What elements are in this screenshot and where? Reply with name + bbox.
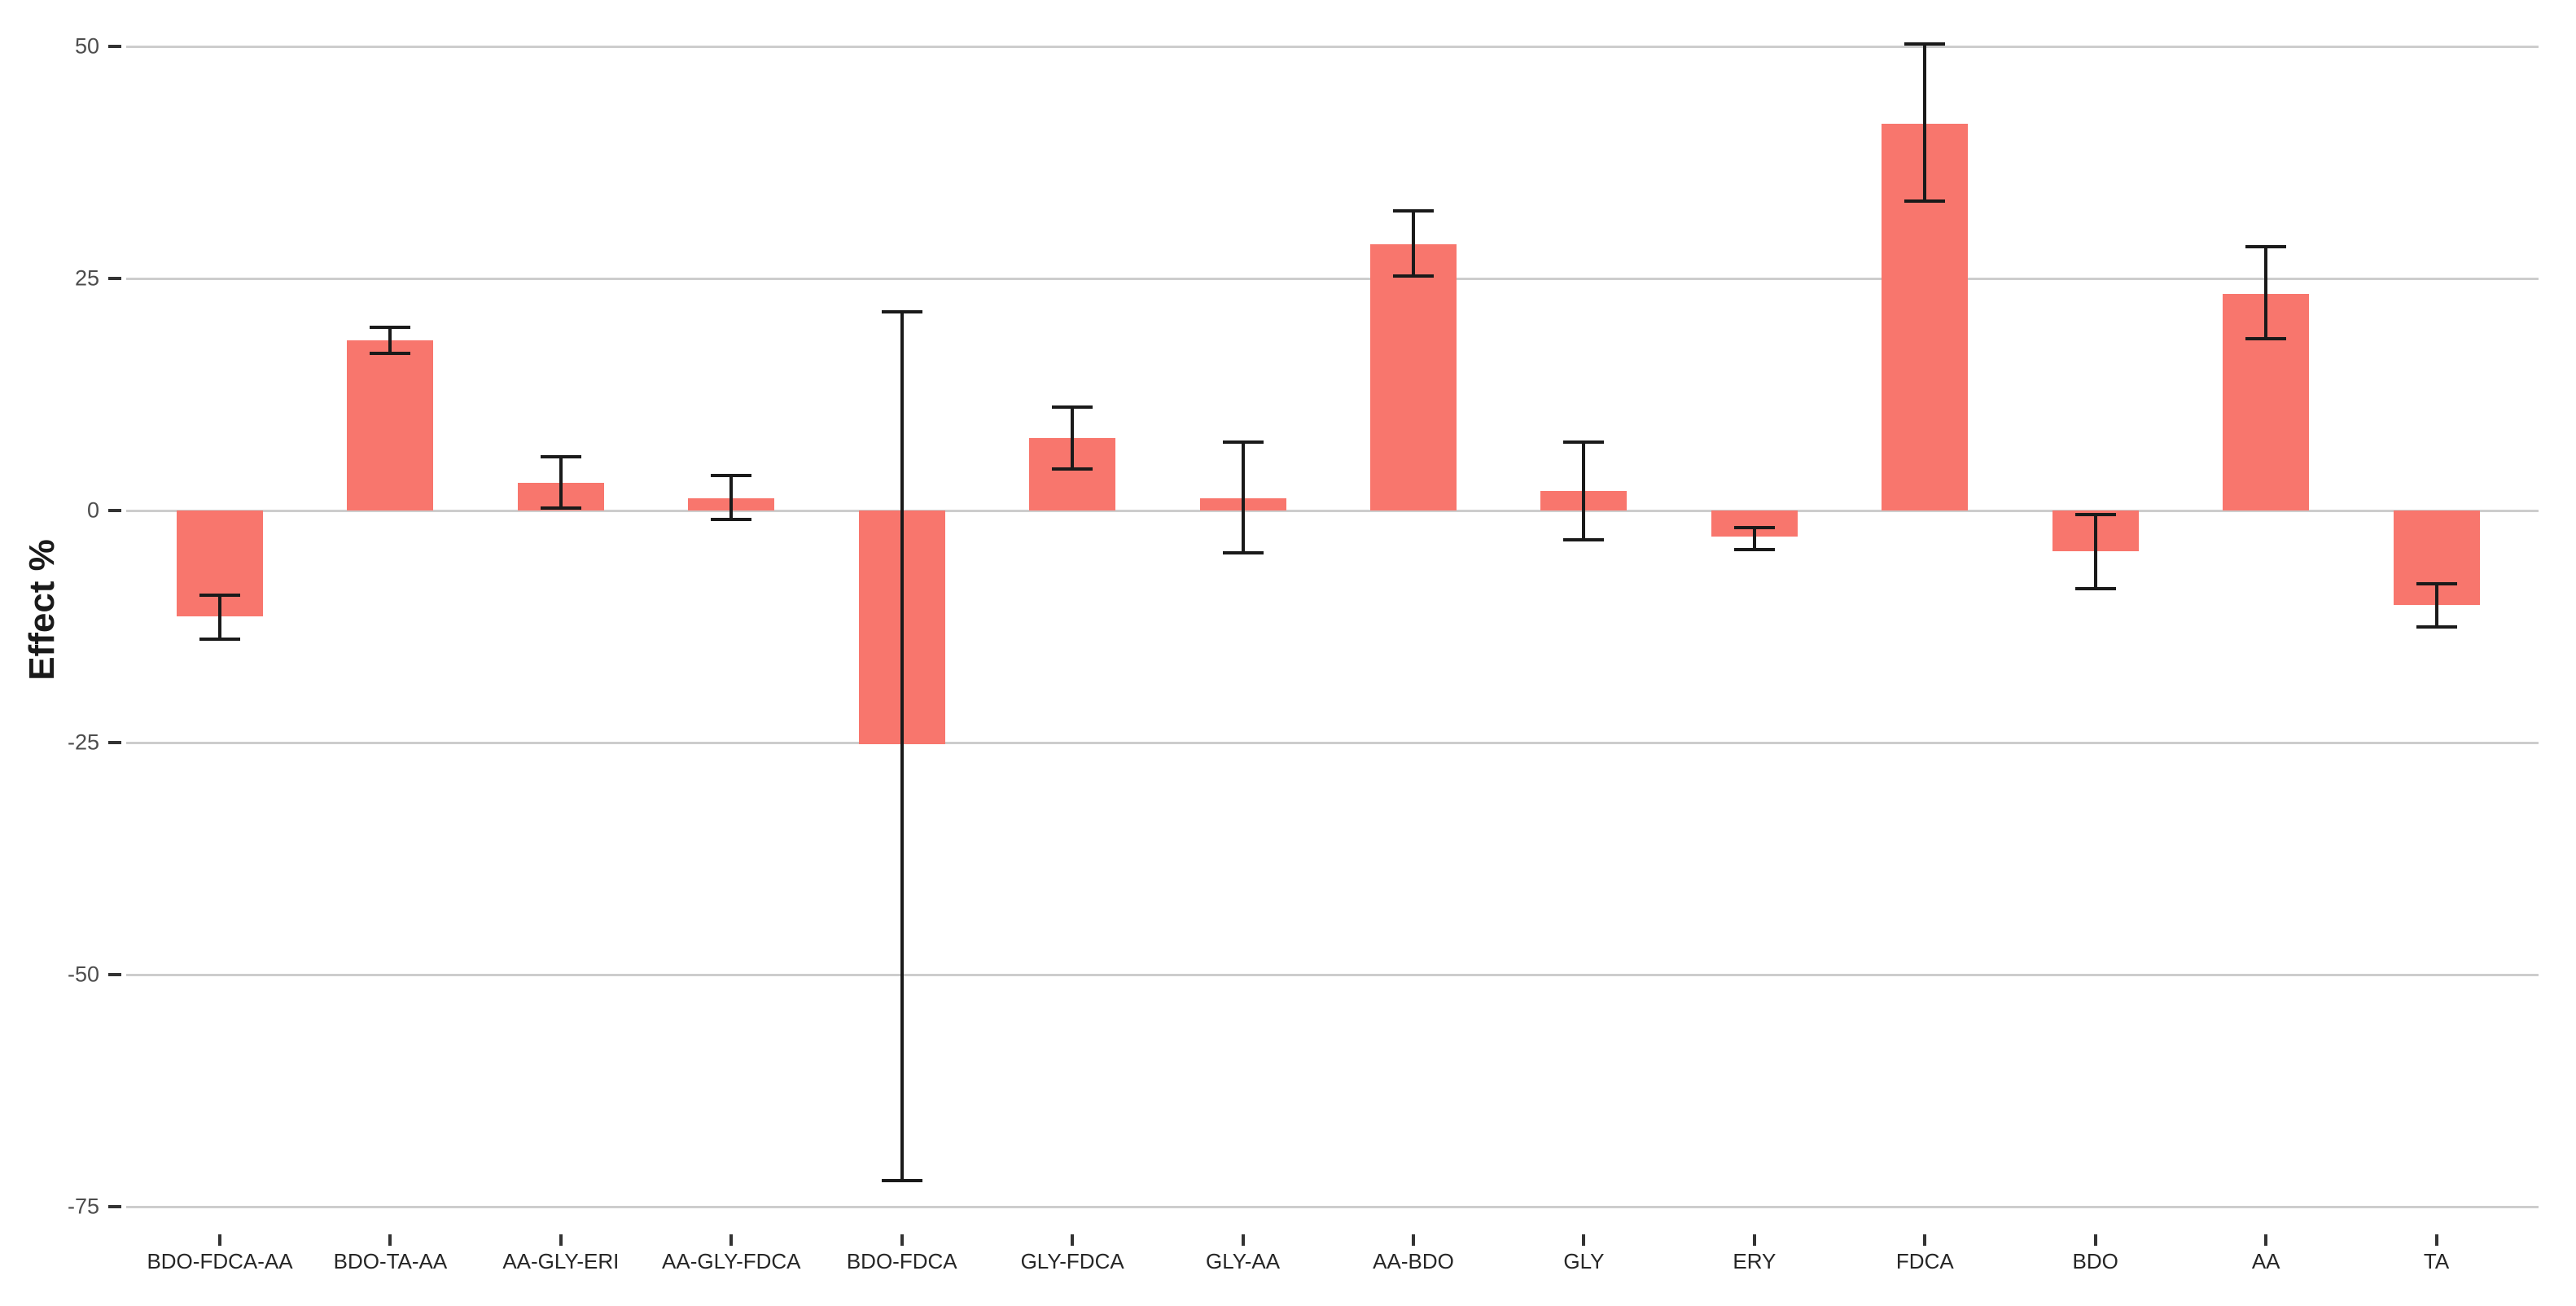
- errorbar-stem-fdca: [1923, 43, 1927, 202]
- errorbar-cap-bottom-fdca: [1904, 199, 1946, 204]
- y-tick-label: -25: [67, 730, 99, 755]
- x-tick-label-aa-gly-eri: AA-GLY-ERI: [502, 1249, 620, 1273]
- errorbar-cap-top-aa-gly-eri: [540, 454, 581, 458]
- x-tick-label-ta: TA: [2423, 1249, 2450, 1273]
- x-tick-label-bdo-fdca-aa: BDO-FDCA-AA: [147, 1249, 293, 1273]
- errorbar-cap-bottom-aa-bdo: [1393, 274, 1434, 278]
- gridline-0: [126, 509, 2539, 512]
- x-tick-label-gly-fdca: GLY-FDCA: [1020, 1249, 1124, 1273]
- errorbar-stem-ta: [2434, 584, 2438, 627]
- errorbar-cap-top-gly-fdca: [1052, 405, 1093, 410]
- y-tick-mark: [108, 741, 121, 744]
- x-tick-mark: [1071, 1234, 1075, 1246]
- y-tick-label: 0: [86, 497, 99, 523]
- errorbar-cap-top-gly: [1563, 440, 1605, 444]
- y-tick-mark: [108, 509, 121, 512]
- x-tick-mark: [559, 1234, 563, 1246]
- y-tick-mark: [108, 45, 121, 48]
- errorbar-cap-bottom-gly-aa: [1222, 551, 1264, 555]
- errorbar-cap-top-bdo-fdca: [881, 310, 922, 314]
- errorbar-stem-aa-bdo: [1412, 210, 1415, 276]
- errorbar-cap-bottom-aa-gly-eri: [540, 506, 581, 510]
- errorbar-cap-top-ta: [2416, 582, 2457, 586]
- errorbar-stem-aa-gly-eri: [559, 456, 563, 508]
- errorbar-stem-bdo: [2093, 514, 2097, 589]
- gridline--50: [126, 973, 2539, 976]
- errorbar-cap-top-bdo: [2074, 512, 2116, 516]
- x-tick-mark: [2434, 1234, 2438, 1246]
- x-tick-label-gly: GLY: [1563, 1249, 1605, 1273]
- x-tick-mark: [1923, 1234, 1927, 1246]
- errorbar-cap-top-bdo-ta-aa: [370, 326, 411, 330]
- errorbar-stem-bdo-fdca: [900, 312, 904, 1181]
- x-tick-mark: [1582, 1234, 1586, 1246]
- gridline-25: [126, 277, 2539, 280]
- errorbar-stem-aa-gly-fdca: [729, 475, 734, 520]
- errorbar-cap-bottom-ta: [2416, 625, 2457, 629]
- errorbar-stem-gly-fdca: [1071, 407, 1075, 469]
- gridline--75: [126, 1205, 2539, 1208]
- errorbar-cap-bottom-bdo: [2074, 586, 2116, 590]
- x-tick-label-gly-aa: GLY-AA: [1206, 1249, 1281, 1273]
- x-tick-label-aa: AA: [2251, 1249, 2280, 1273]
- x-tick-mark: [1752, 1234, 1756, 1246]
- x-tick-label-bdo-fdca: BDO-FDCA: [846, 1249, 957, 1273]
- errorbar-cap-top-aa-bdo: [1393, 208, 1434, 213]
- x-tick-mark: [729, 1234, 734, 1246]
- errorbar-cap-bottom-bdo-fdca: [881, 1179, 922, 1183]
- errorbar-stem-ery: [1752, 527, 1756, 550]
- bar-bdo-ta-aa: [347, 340, 434, 511]
- x-tick-label-aa-bdo: AA-BDO: [1373, 1249, 1454, 1273]
- y-tick-label: -75: [67, 1194, 99, 1219]
- x-tick-mark: [2264, 1234, 2268, 1246]
- y-tick-label: -50: [67, 962, 99, 987]
- errorbar-stem-aa: [2264, 247, 2268, 340]
- errorbar-stem-gly-aa: [1241, 441, 1245, 554]
- y-tick-mark: [108, 1205, 121, 1208]
- errorbar-stem-bdo-fdca-aa: [218, 594, 221, 640]
- errorbar-cap-bottom-gly: [1563, 538, 1605, 542]
- errorbar-cap-top-gly-aa: [1222, 440, 1264, 444]
- errorbar-cap-top-aa-gly-fdca: [711, 473, 752, 477]
- errorbar-cap-bottom-aa-gly-fdca: [711, 518, 752, 522]
- x-tick-label-bdo: BDO: [2072, 1249, 2118, 1273]
- errorbar-cap-bottom-ery: [1733, 547, 1775, 551]
- y-tick-label: 25: [74, 265, 99, 291]
- errorbar-cap-top-aa: [2245, 245, 2287, 249]
- x-tick-mark: [1241, 1234, 1245, 1246]
- x-tick-mark: [900, 1234, 904, 1246]
- bar-aa-bdo: [1370, 243, 1457, 511]
- x-tick-label-aa-gly-fdca: AA-GLY-FDCA: [662, 1249, 801, 1273]
- gridline-50: [126, 45, 2539, 48]
- errorbar-cap-top-fdca: [1904, 42, 1946, 46]
- y-tick-mark: [108, 973, 121, 976]
- y-tick-mark: [108, 277, 121, 280]
- errorbar-cap-bottom-bdo-ta-aa: [370, 352, 411, 356]
- errorbar-stem-bdo-ta-aa: [388, 327, 392, 354]
- gridline--25: [126, 741, 2539, 744]
- x-tick-mark: [218, 1234, 221, 1246]
- errorbar-cap-top-bdo-fdca-aa: [199, 593, 240, 597]
- x-tick-label-bdo-ta-aa: BDO-TA-AA: [333, 1249, 448, 1273]
- errorbar-cap-bottom-aa: [2245, 337, 2287, 341]
- errorbar-cap-bottom-gly-fdca: [1052, 467, 1093, 471]
- y-axis-title: Effect %: [22, 539, 62, 681]
- x-tick-mark: [2093, 1234, 2097, 1246]
- x-tick-mark: [1412, 1234, 1415, 1246]
- x-tick-label-fdca: FDCA: [1895, 1249, 1954, 1273]
- y-tick-label: 50: [74, 33, 99, 59]
- errorbar-stem-gly: [1582, 441, 1586, 541]
- x-tick-label-ery: ERY: [1733, 1249, 1776, 1273]
- x-tick-mark: [388, 1234, 392, 1246]
- errorbar-cap-top-ery: [1733, 525, 1775, 529]
- errorbar-cap-bottom-bdo-fdca-aa: [199, 638, 240, 642]
